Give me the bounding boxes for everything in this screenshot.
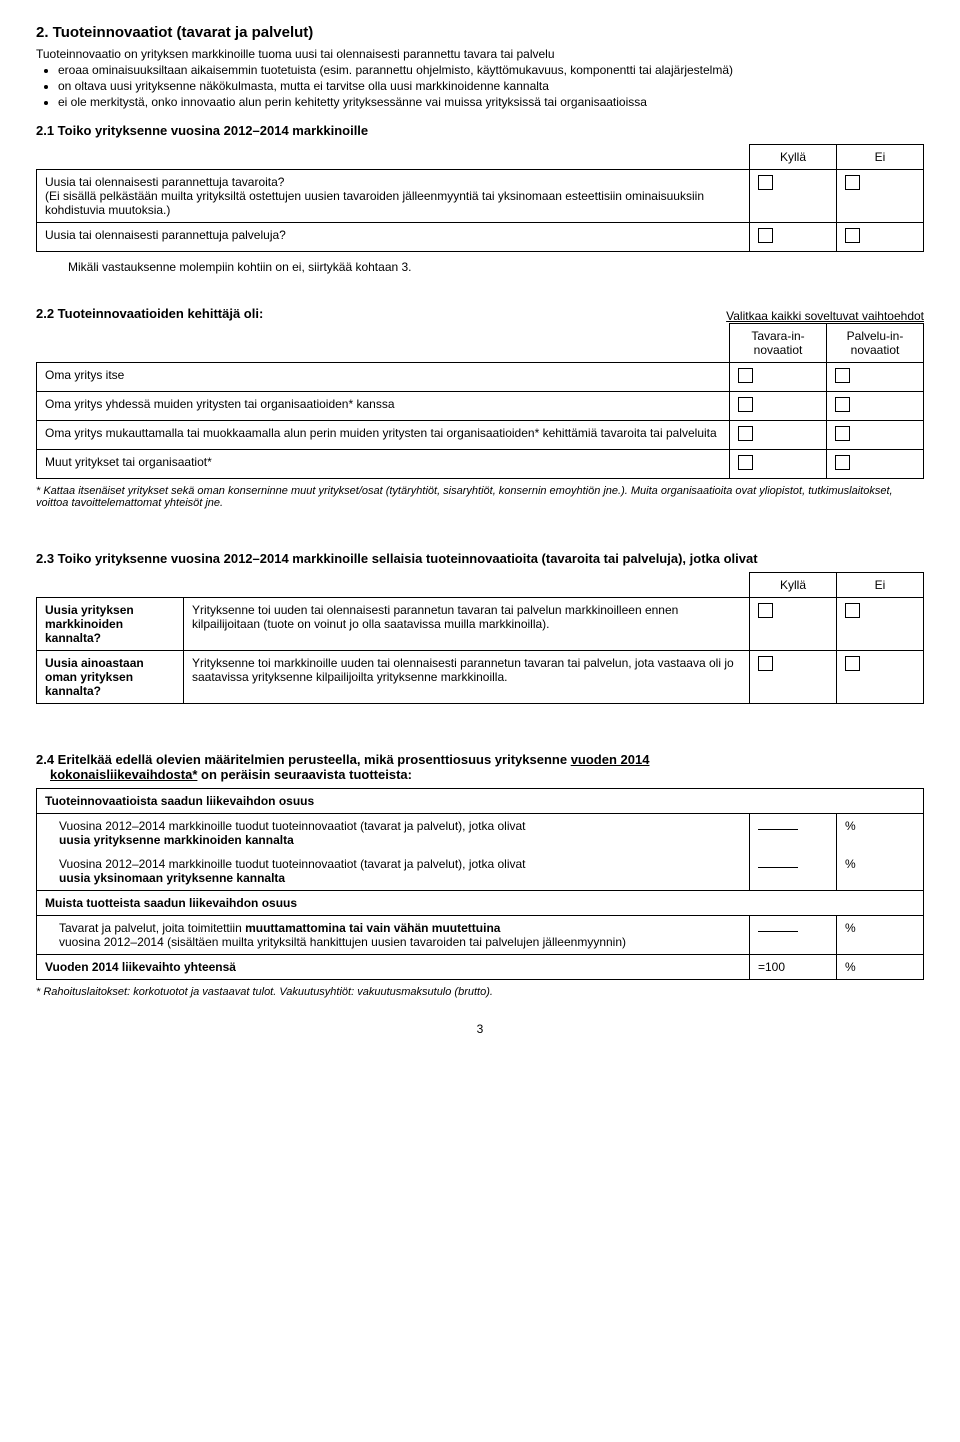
q24-total-value: =100	[750, 955, 837, 980]
q24-heading-u1: vuoden 2014	[571, 752, 650, 767]
checkbox[interactable]	[835, 455, 850, 470]
checkbox[interactable]	[758, 603, 773, 618]
q22-footnote: * Kattaa itsenäiset yritykset sekä oman …	[36, 485, 924, 509]
page-number: 3	[36, 1022, 924, 1036]
q22-row: Muut yritykset tai organisaatiot*	[37, 450, 924, 479]
q22-col2: Palvelu-in-novaatiot	[827, 324, 924, 363]
q24-total-label: Vuoden 2014 liikevaihto yhteensä	[37, 955, 750, 980]
checkbox[interactable]	[845, 603, 860, 618]
q24-heading-c: on peräisin seuraavista tuotteista:	[197, 767, 412, 782]
q24-row: Tavarat ja palvelut, joita toimitettiin …	[37, 916, 924, 955]
q24-group2-title: Muista tuotteista saadun liikevaihdon os…	[37, 891, 924, 916]
q24-group1-title: Tuoteinnovaatioista saadun liikevaihdon …	[37, 789, 924, 814]
q24-heading-a: 2.4 Eritelkää edellä olevien määritelmie…	[36, 752, 571, 767]
q21-col-no: Ei	[837, 145, 924, 170]
pct-sign: %	[837, 814, 924, 853]
q23-col-yes: Kyllä	[750, 573, 837, 598]
checkbox[interactable]	[835, 368, 850, 383]
q24-row: Vuosina 2012–2014 markkinoille tuodut tu…	[37, 852, 924, 891]
q23-row: Uusia yrityksen markkinoiden kannalta? Y…	[37, 598, 924, 651]
bullet-item: on oltava uusi yrityksenne näkökulmasta,…	[58, 79, 924, 93]
pct-blank[interactable]	[758, 867, 798, 868]
pct-blank[interactable]	[758, 829, 798, 830]
q24-heading-u2: kokonaisliikevaihdosta*	[50, 767, 197, 782]
q24-row-bold: uusia yrityksenne markkinoiden kannalta	[59, 833, 294, 847]
pct-sign: %	[837, 916, 924, 955]
q21-heading: 2.1 Toiko yrityksenne vuosina 2012–2014 …	[36, 123, 924, 138]
q22-row-label: Oma yritys itse	[37, 363, 730, 392]
checkbox[interactable]	[738, 426, 753, 441]
checkbox[interactable]	[758, 175, 773, 190]
q23-row-left: Uusia ainoastaan oman yrityksen kannalta…	[37, 651, 184, 704]
q22-right-note: Valitkaa kaikki soveltuvat vaihtoehdot	[726, 309, 924, 323]
checkbox[interactable]	[835, 426, 850, 441]
pct-sign: %	[837, 852, 924, 891]
q24-footnote: * Rahoituslaitokset: korkotuotot ja vast…	[36, 986, 924, 998]
q21-table: Kyllä Ei Uusia tai olennaisesti parannet…	[36, 144, 924, 252]
bullet-item: ei ole merkitystä, onko innovaatio alun …	[58, 95, 924, 109]
q24-heading: 2.4 Eritelkää edellä olevien määritelmie…	[36, 752, 924, 782]
checkbox[interactable]	[738, 455, 753, 470]
q21-note: Mikäli vastauksenne molempiin kohtiin on…	[68, 260, 924, 274]
checkbox[interactable]	[738, 397, 753, 412]
q21-row-label: Uusia tai olennaisesti parannettuja tava…	[45, 175, 741, 189]
q21-row-sub: (Ei sisällä pelkästään muilta yrityksilt…	[45, 189, 741, 217]
q22-heading: 2.2 Tuoteinnovaatioiden kehittäjä oli:	[36, 306, 263, 321]
q23-table: Kyllä Ei Uusia yrityksen markkinoiden ka…	[36, 572, 924, 704]
q23-heading: 2.3 Toiko yrityksenne vuosina 2012–2014 …	[36, 551, 924, 566]
q22-row-label: Oma yritys mukauttamalla tai muokkaamall…	[37, 421, 730, 450]
q24-row: Vuosina 2012–2014 markkinoille tuodut tu…	[37, 814, 924, 853]
q24-row-text: Vuosina 2012–2014 markkinoille tuodut tu…	[59, 819, 526, 833]
q21-row-label: Uusia tai olennaisesti parannettuja palv…	[37, 223, 750, 252]
q24-row-bold: uusia yksinomaan yrityksenne kannalta	[59, 871, 285, 885]
q24-row-text: Tavarat ja palvelut, joita toimitettiin	[59, 921, 245, 935]
q22-table: Tavara-in-novaatiot Palvelu-in-novaatiot…	[36, 323, 924, 479]
q21-col-yes: Kyllä	[750, 145, 837, 170]
q22-row: Oma yritys yhdessä muiden yritysten tai …	[37, 392, 924, 421]
checkbox[interactable]	[835, 397, 850, 412]
q22-row-label: Muut yritykset tai organisaatiot*	[37, 450, 730, 479]
q21-row: Uusia tai olennaisesti parannettuja tava…	[37, 170, 924, 223]
q22-row: Oma yritys itse	[37, 363, 924, 392]
checkbox[interactable]	[845, 656, 860, 671]
q23-row: Uusia ainoastaan oman yrityksen kannalta…	[37, 651, 924, 704]
bullet-item: eroaa ominaisuuksiltaan aikaisemmin tuot…	[58, 63, 924, 77]
q24-total-row: Vuoden 2014 liikevaihto yhteensä =100 %	[37, 955, 924, 980]
q23-row-right: Yrityksenne toi uuden tai olennaisesti p…	[184, 598, 750, 651]
q23-row-right: Yrityksenne toi markkinoille uuden tai o…	[184, 651, 750, 704]
pct-blank[interactable]	[758, 931, 798, 932]
q24-row-text: vuosina 2012–2014 (sisältäen muilta yrit…	[59, 935, 626, 949]
checkbox[interactable]	[758, 228, 773, 243]
section-2-intro: Tuoteinnovaatio on yrityksen markkinoill…	[36, 47, 924, 61]
checkbox[interactable]	[758, 656, 773, 671]
checkbox[interactable]	[845, 228, 860, 243]
section-2-title: 2. Tuoteinnovaatiot (tavarat ja palvelut…	[36, 24, 924, 41]
q24-row-text: Vuosina 2012–2014 markkinoille tuodut tu…	[59, 857, 526, 871]
q22-heading-row: 2.2 Tuoteinnovaatioiden kehittäjä oli: V…	[36, 292, 924, 323]
q23-col-no: Ei	[837, 573, 924, 598]
q24-row-bold: muuttamattomina tai vain vähän muutettui…	[245, 921, 500, 935]
checkbox[interactable]	[738, 368, 753, 383]
section-2-bullets: eroaa ominaisuuksiltaan aikaisemmin tuot…	[36, 63, 924, 109]
q21-row: Uusia tai olennaisesti parannettuja palv…	[37, 223, 924, 252]
q22-row-label: Oma yritys yhdessä muiden yritysten tai …	[37, 392, 730, 421]
q22-row: Oma yritys mukauttamalla tai muokkaamall…	[37, 421, 924, 450]
q23-row-left: Uusia yrityksen markkinoiden kannalta?	[37, 598, 184, 651]
q24-table: Tuoteinnovaatioista saadun liikevaihdon …	[36, 788, 924, 980]
pct-sign: %	[837, 955, 924, 980]
checkbox[interactable]	[845, 175, 860, 190]
q22-col1: Tavara-in-novaatiot	[730, 324, 827, 363]
